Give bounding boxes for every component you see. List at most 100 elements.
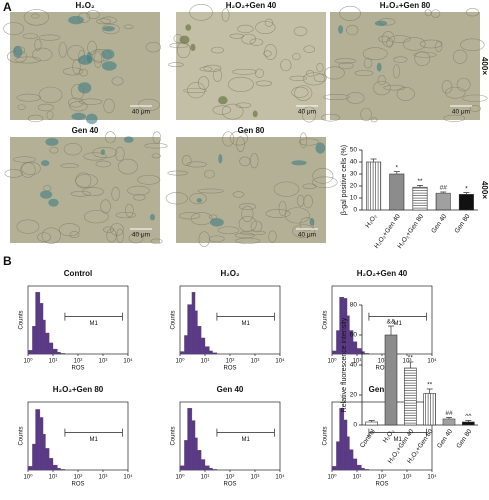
cell-texture: [305, 70, 315, 77]
cell-texture: [323, 94, 350, 101]
cell-texture: [294, 85, 313, 101]
cell-texture: [62, 67, 83, 76]
stained-cell: [68, 15, 84, 25]
cell-texture: [370, 117, 378, 123]
histogram-bar: [336, 330, 340, 355]
x-tick-label: 10⁰: [175, 358, 185, 365]
y-axis-label: Counts: [171, 426, 177, 445]
cell-texture: [381, 31, 395, 47]
cell-texture: [23, 9, 50, 26]
cell-texture: [16, 93, 42, 102]
histogram-bar: [204, 465, 210, 471]
cell-texture: [103, 98, 115, 114]
cell-texture: [293, 26, 308, 37]
y-axis-label: β-gal positive cells (%): [341, 145, 348, 215]
cell-texture: [346, 24, 359, 36]
cell-texture: [82, 187, 105, 197]
cell-texture: [37, 232, 51, 242]
x-tick-label: 10³: [99, 359, 108, 365]
significance-label: &&: [387, 319, 396, 326]
stained-cell: [185, 24, 192, 31]
histogram-bar: [179, 465, 185, 471]
cell-texture: [189, 193, 207, 205]
error-bar: [426, 388, 433, 394]
stained-cell: [149, 213, 156, 221]
cell-texture: [372, 80, 391, 96]
y-axis-label: Counts: [323, 310, 329, 329]
cell-texture: [354, 70, 374, 77]
cell-texture: [38, 34, 61, 41]
cell-texture: [392, 64, 400, 79]
panel-label: A: [3, 0, 12, 14]
cell-texture: [280, 59, 292, 72]
cell-texture: [236, 136, 245, 152]
cell-texture: [69, 231, 80, 239]
cell-texture: [37, 103, 54, 112]
x-tick-label: 10¹: [201, 475, 210, 481]
cell-texture: [232, 68, 257, 75]
cell-texture: [263, 50, 272, 57]
histogram-bar: [209, 350, 213, 355]
histogram-bar: [57, 467, 61, 471]
cell-texture: [133, 194, 146, 201]
stained-cell: [45, 137, 59, 146]
histogram-bar: [200, 459, 206, 471]
stained-cell: [190, 43, 196, 52]
y-tick-label: 10: [350, 195, 358, 202]
stained-cell: [218, 96, 228, 105]
gate-label: M1: [90, 321, 99, 327]
gate-label: M1: [242, 437, 251, 443]
cell-texture: [303, 194, 313, 209]
bar: [442, 418, 456, 426]
histogram-bar: [209, 467, 213, 471]
error-bar: [370, 158, 377, 162]
y-axis-label: Counts: [323, 426, 329, 445]
x-tick-label: 10²: [226, 475, 235, 481]
histogram-bar: [184, 335, 188, 355]
cell-texture: [87, 40, 97, 55]
cell-texture: [83, 210, 109, 224]
histogram-bar: [356, 348, 362, 355]
gate-label: M1: [90, 437, 99, 443]
cell-texture: [362, 47, 388, 61]
cell-texture: [168, 62, 184, 67]
histogram-bar: [48, 458, 54, 471]
magnification: 400×: [480, 181, 489, 199]
cell-texture: [41, 227, 62, 244]
histogram-bar: [352, 458, 358, 471]
gate-marker: [368, 312, 427, 321]
cell-texture: [190, 212, 213, 226]
cell-texture: [106, 228, 117, 243]
x-tick-label: 10¹: [49, 475, 58, 481]
gate-marker: [64, 428, 123, 437]
stained-cell: [101, 61, 117, 71]
error-bar: [417, 185, 423, 188]
cell-texture: [249, 38, 264, 46]
y-tick-label: 20: [350, 392, 358, 399]
cell-texture: [189, 4, 213, 21]
cell-texture: [445, 86, 466, 99]
cell-texture: [241, 205, 254, 223]
stained-cell: [376, 62, 382, 72]
cell-texture: [443, 114, 466, 122]
chart-title: Gen 40: [217, 385, 244, 394]
cell-texture: [396, 86, 415, 101]
cell-texture: [339, 5, 361, 21]
x-tick-label: Gen 80: [453, 213, 471, 235]
stained-cell: [252, 110, 258, 118]
histogram-bar: [27, 350, 33, 355]
magnification: 400×: [480, 57, 489, 75]
cell-texture: [125, 203, 134, 218]
chart-title: Control: [64, 269, 92, 278]
x-tick-label: 10¹: [201, 359, 210, 365]
cell-texture: [4, 169, 23, 178]
cell-texture: [298, 138, 319, 146]
stained-cell: [100, 149, 106, 155]
scale-bar-label: 40 μm: [298, 232, 316, 239]
stained-cell: [179, 35, 190, 44]
cell-texture: [301, 106, 317, 123]
cell-texture: [38, 86, 63, 103]
cell-texture: [227, 76, 254, 92]
